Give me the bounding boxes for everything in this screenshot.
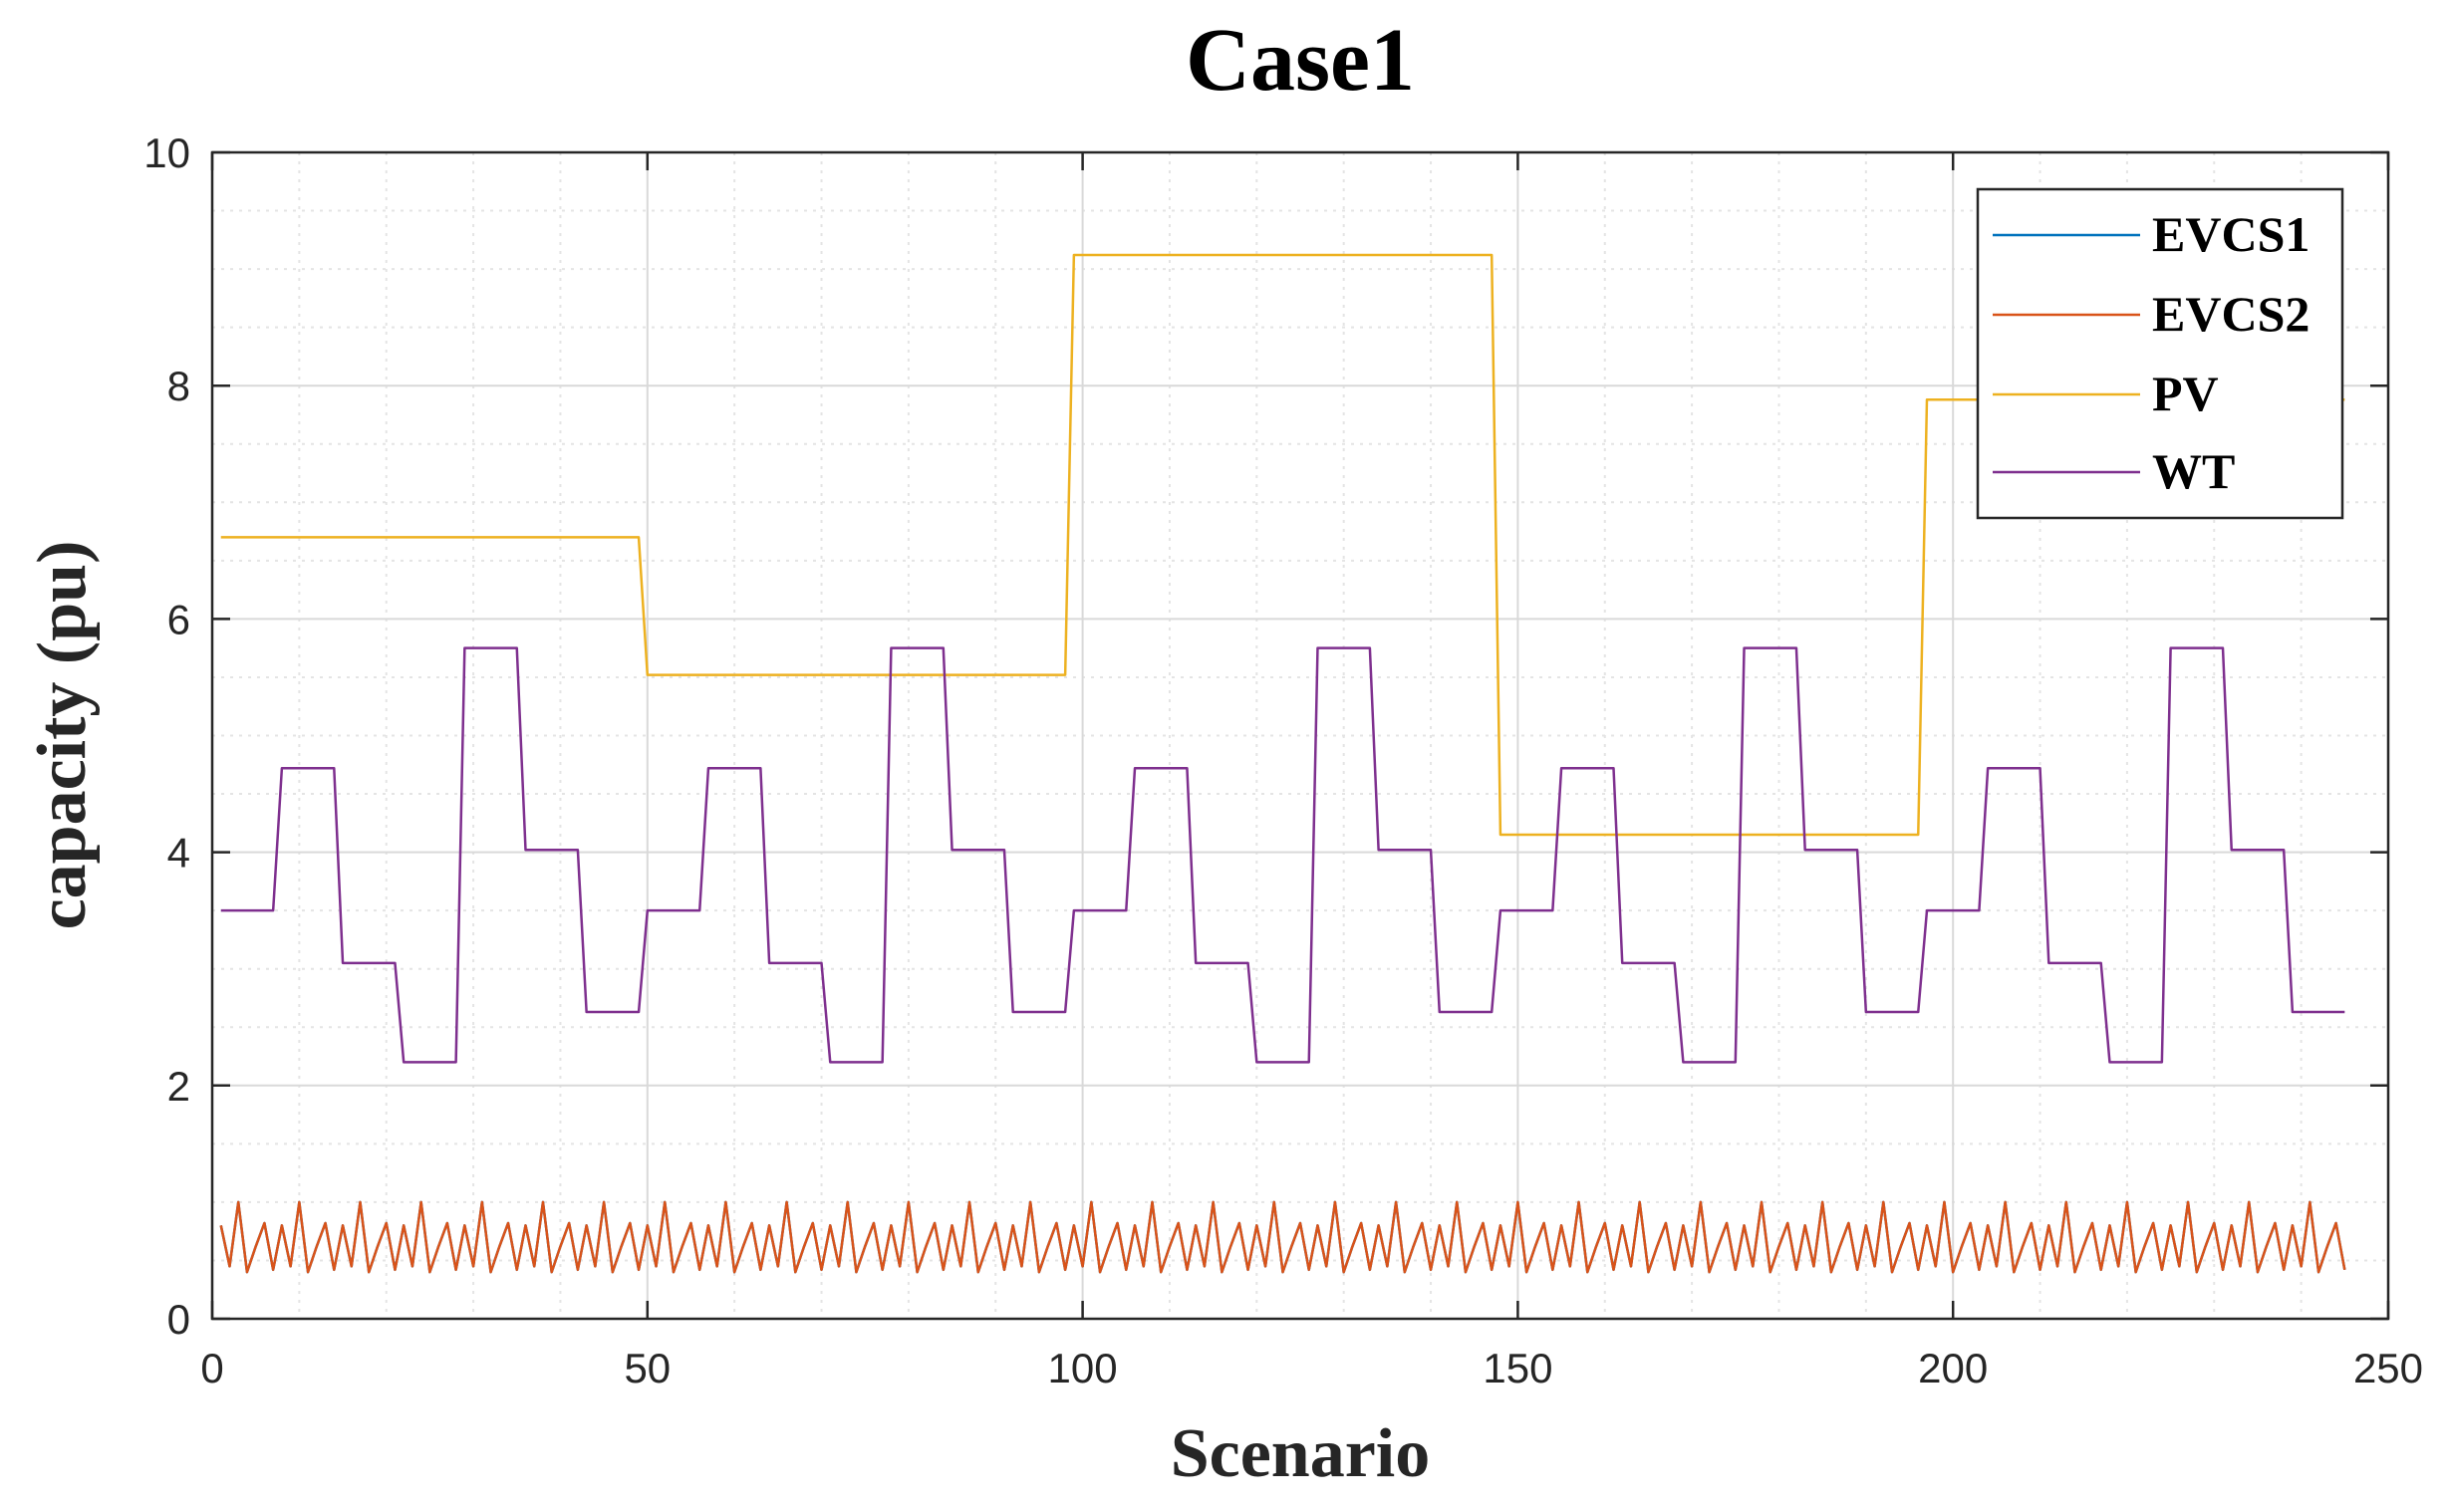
y-tick-label: 4 — [167, 830, 190, 877]
plot-frame — [210, 150, 2390, 1321]
series-line-evcs2 — [219, 1200, 2346, 1274]
legend-item-wt: WT — [1993, 443, 2235, 499]
y-tick-label: 8 — [167, 363, 190, 409]
legend-label-wt: WT — [2152, 443, 2235, 499]
chart-title: Case1 — [1186, 11, 1415, 110]
x-tick-label: 250 — [2353, 1345, 2423, 1391]
x-tick-label: 200 — [1918, 1345, 1988, 1391]
x-tick-label: 100 — [1048, 1345, 1118, 1391]
x-tick-label: 50 — [624, 1345, 671, 1391]
legend-label-evcs1: EVCS1 — [2152, 206, 2310, 262]
x-axis-label: Scenario — [1171, 1415, 1431, 1492]
x-tick-label: 150 — [1483, 1345, 1552, 1391]
legend-label-evcs2: EVCS2 — [2152, 286, 2310, 342]
y-tick-label: 0 — [167, 1296, 190, 1343]
legend-box — [1976, 187, 2344, 520]
series-line-wt — [220, 646, 2345, 1064]
legend: EVCS1 EVCS2 PV WT — [1976, 187, 2344, 520]
y-tick-label: 6 — [167, 596, 190, 642]
y-tick-label: 10 — [143, 129, 190, 176]
x-tick-label: 0 — [200, 1345, 223, 1391]
legend-item-evcs2: EVCS2 — [1993, 286, 2310, 342]
ticks: 0 50 100 150 200 250 0 2 4 6 8 10 — [143, 129, 2423, 1391]
y-tick-label: 2 — [167, 1063, 190, 1110]
legend-label-pv: PV — [2152, 366, 2219, 421]
y-axis-label: capacity (pu) — [24, 541, 101, 930]
legend-item-evcs1: EVCS1 — [1993, 206, 2310, 262]
legend-item-pv: PV — [1993, 366, 2219, 421]
